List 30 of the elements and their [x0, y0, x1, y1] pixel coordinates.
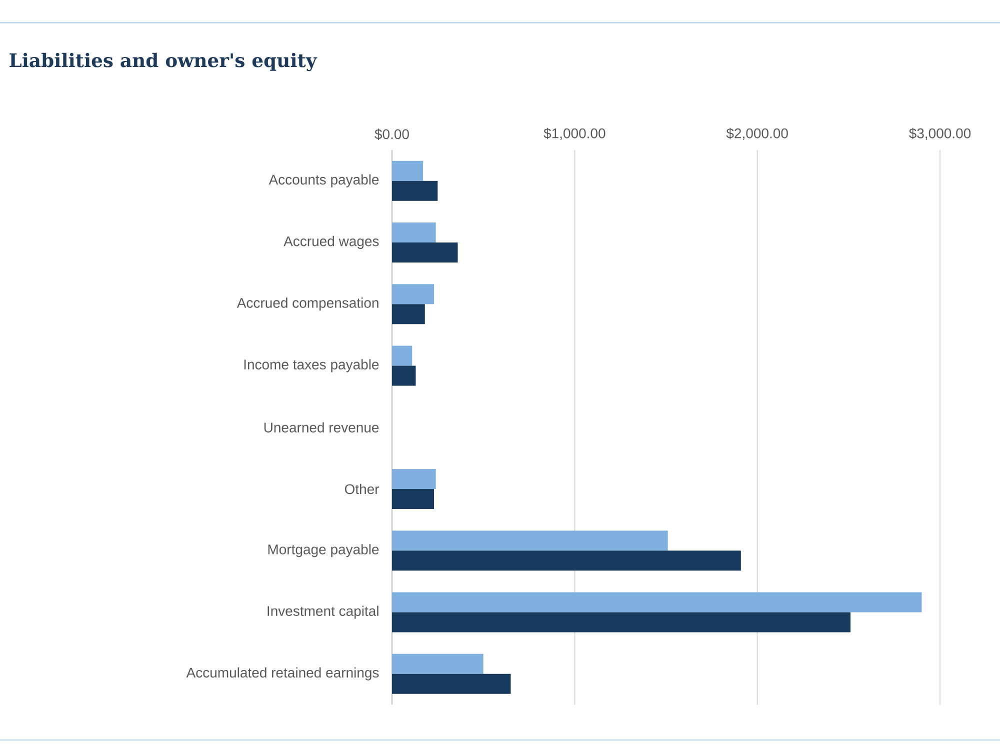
x-tick-label: $3,000.00	[909, 128, 971, 140]
bar	[392, 488, 434, 509]
bar	[392, 674, 511, 694]
x-tick-label: $2,000.00	[726, 128, 788, 140]
y-tick-label: Accrued wages	[284, 236, 379, 249]
y-tick-label: Mortgage payable	[268, 544, 379, 558]
bar	[392, 304, 425, 324]
bar	[392, 242, 458, 262]
y-tick-label: Accumulated retained earnings	[186, 667, 379, 680]
y-tick-label: Income taxes payable	[244, 359, 379, 372]
bar	[392, 654, 484, 674]
y-tick-label: Other	[344, 484, 380, 494]
bar	[392, 346, 412, 366]
x-tick-label: $0.00	[374, 128, 409, 140]
bar	[392, 284, 434, 304]
bar	[392, 366, 416, 386]
bar	[392, 468, 436, 489]
y-tick-label: Accounts payable	[268, 174, 379, 188]
text: Liabilities and owner's equity	[10, 52, 318, 72]
bar	[392, 180, 438, 201]
bar	[392, 550, 741, 571]
bar	[392, 592, 922, 612]
y-tick-label: Investment capital	[268, 606, 378, 619]
x-tick-label: $1,000.00	[544, 128, 606, 140]
bar	[392, 222, 436, 242]
bar	[392, 530, 668, 551]
y-tick-label: Unearned revenue	[264, 422, 379, 432]
bar	[392, 612, 850, 632]
bar	[392, 160, 424, 181]
y-tick-label: Accrued compensation	[236, 298, 378, 311]
